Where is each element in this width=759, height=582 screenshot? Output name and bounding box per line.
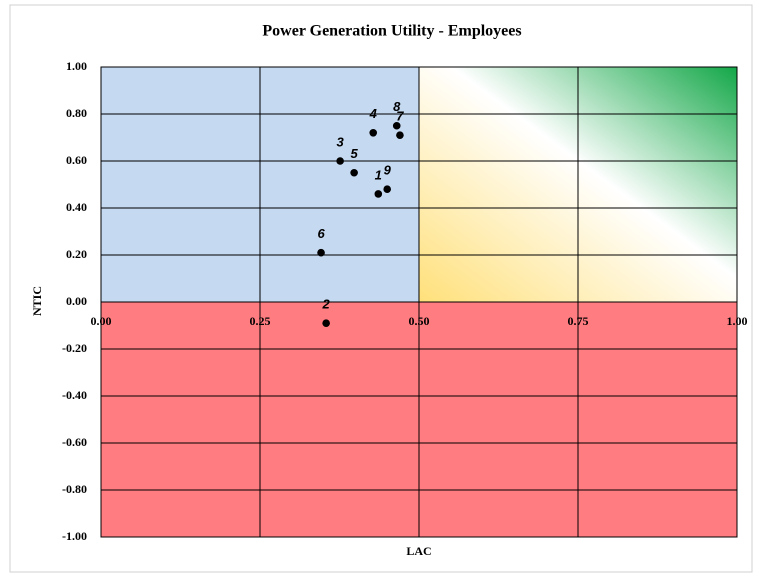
y-tick-label: 0.20 bbox=[66, 247, 87, 261]
point-label: 7 bbox=[396, 109, 404, 124]
y-tick-label: 0.60 bbox=[66, 153, 87, 167]
y-tick-label: -0.80 bbox=[62, 482, 87, 496]
point bbox=[336, 157, 344, 165]
y-tick-label: -0.20 bbox=[62, 341, 87, 355]
point bbox=[317, 248, 325, 257]
point bbox=[383, 185, 392, 193]
point bbox=[392, 121, 401, 130]
y-tick-label: 0.00 bbox=[66, 294, 87, 308]
point-label: 9 bbox=[384, 163, 392, 178]
plot-border bbox=[100, 66, 738, 538]
x-tick-label: 0.75 bbox=[568, 314, 589, 328]
point-label: 5 bbox=[351, 146, 359, 161]
x-tick-label: 0.25 bbox=[250, 314, 271, 328]
point bbox=[322, 319, 330, 327]
y-tick-label: 1.00 bbox=[66, 59, 87, 73]
y-tick-label: -0.40 bbox=[62, 388, 87, 402]
point-label: 3 bbox=[337, 134, 345, 149]
point bbox=[350, 168, 358, 177]
point bbox=[369, 129, 378, 137]
y-tick-label: 0.40 bbox=[66, 200, 87, 214]
point-label: 2 bbox=[322, 297, 331, 312]
point-label: 8 bbox=[393, 99, 401, 114]
y-tick-label: 0.80 bbox=[66, 106, 87, 120]
point bbox=[396, 131, 404, 139]
point bbox=[374, 190, 383, 198]
x-tick-label: 1.00 bbox=[727, 314, 748, 328]
x-tick-label: 0.00 bbox=[91, 314, 112, 328]
x-tick-label: 0.50 bbox=[409, 314, 430, 328]
chart-title: Power Generation Utility - Employees bbox=[262, 23, 521, 40]
y-tick-label: -1.00 bbox=[62, 529, 87, 543]
y-axis-label: NTIC bbox=[30, 286, 44, 316]
point-label: 6 bbox=[317, 226, 325, 241]
point-label: 1 bbox=[375, 167, 382, 182]
point-label: 4 bbox=[369, 106, 378, 121]
y-tick-label: -0.60 bbox=[62, 435, 87, 449]
x-axis-label: LAC bbox=[406, 544, 431, 558]
